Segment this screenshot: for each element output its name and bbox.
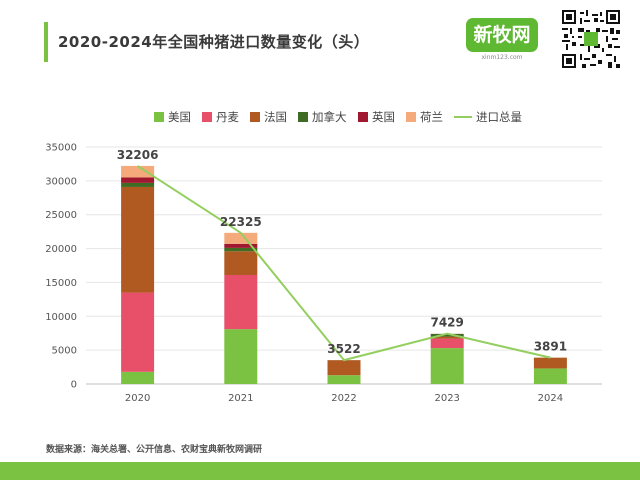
legend-swatch <box>298 112 308 122</box>
logo-url: xinm123.com <box>481 54 523 61</box>
bar-segment <box>224 232 258 244</box>
logo-text: 新牧网 <box>466 18 538 52</box>
legend-swatch <box>250 112 260 122</box>
legend-label: 美国 <box>168 110 191 124</box>
y-tick-label: 35000 <box>45 143 77 154</box>
legend-item: 美国 <box>154 110 191 124</box>
bar-segment <box>121 371 155 384</box>
bar-segment <box>327 360 361 376</box>
data-label: 32206 <box>117 148 159 162</box>
legend-swatch <box>154 112 164 122</box>
footer-bar <box>0 462 640 480</box>
legend-swatch <box>358 112 368 122</box>
bar-segment <box>121 177 155 183</box>
stacked-bar-chart: 0 5000 10000 15000 20000 25000 30000 35000 2020… <box>45 110 602 404</box>
y-tick-label: 5000 <box>52 346 77 357</box>
x-tick-label: 2022 <box>331 393 356 404</box>
legend-swatch <box>406 112 416 122</box>
legend-item: 丹麦 <box>202 110 239 124</box>
bar-segment <box>121 182 155 187</box>
brand-logo: 新牧网 xinm123.com <box>466 18 538 62</box>
bar-segment <box>224 274 258 330</box>
data-label: 3891 <box>534 340 567 354</box>
bar-segment <box>224 247 258 252</box>
data-label: 7429 <box>430 316 463 330</box>
legend-item: 法国 <box>250 110 287 124</box>
bar-segment <box>121 186 155 293</box>
y-tick-label: 15000 <box>45 278 77 289</box>
page-title: 2020-2024年全国种猪进口数量变化（头） <box>58 33 370 51</box>
legend-label: 丹麦 <box>216 110 239 124</box>
legend-label: 加拿大 <box>312 110 347 124</box>
data-label: 22325 <box>220 215 262 229</box>
data-source-note: 数据来源：海关总署、公开信息、农财宝典新牧网调研 <box>46 445 263 455</box>
bar-segment <box>430 333 464 337</box>
legend-item: 加拿大 <box>298 110 347 124</box>
x-tick-label: 2023 <box>434 393 459 404</box>
legend-label: 法国 <box>264 110 287 124</box>
title-accent-bar <box>44 22 48 62</box>
data-label: 3522 <box>327 342 360 356</box>
y-tick-label: 10000 <box>45 312 77 323</box>
bar-segment <box>224 329 258 384</box>
bar-segment <box>430 338 464 349</box>
bar-segment <box>224 243 258 248</box>
bar-segment <box>533 357 567 369</box>
legend-swatch <box>202 112 212 122</box>
total-line <box>137 165 551 362</box>
legend-label: 英国 <box>372 110 395 124</box>
bar-segment <box>121 165 155 178</box>
bar-segment <box>533 368 567 384</box>
x-tick-label: 2020 <box>125 393 150 404</box>
legend-item: 进口总量 <box>454 110 522 124</box>
y-tick-label: 0 <box>71 380 77 391</box>
legend-label: 荷兰 <box>420 110 443 124</box>
qr-code-icon <box>562 10 620 68</box>
bar-segment <box>430 336 464 339</box>
y-tick-label: 25000 <box>45 210 77 221</box>
x-tick-label: 2024 <box>538 393 563 404</box>
y-tick-label: 20000 <box>45 244 77 255</box>
bar-segment <box>121 292 155 372</box>
legend-item: 荷兰 <box>406 110 443 124</box>
bar-segment <box>327 375 361 384</box>
x-tick-label: 2021 <box>228 393 253 404</box>
y-tick-label: 30000 <box>45 176 77 187</box>
legend-label: 进口总量 <box>476 110 522 124</box>
bar-segment <box>224 251 258 275</box>
legend-item: 英国 <box>358 110 395 124</box>
bar-segment <box>430 348 464 384</box>
